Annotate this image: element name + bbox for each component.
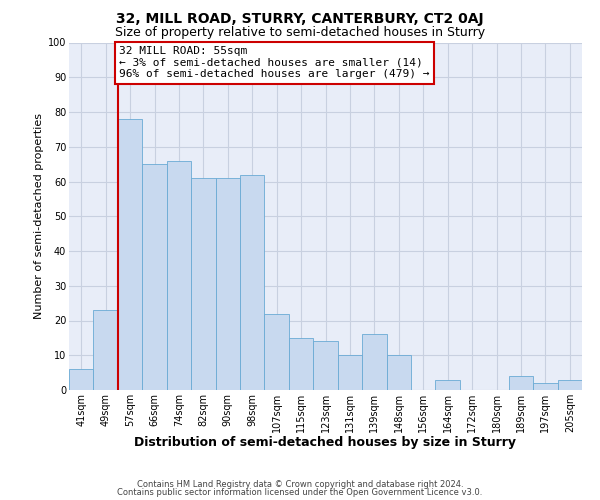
Bar [69, 369, 94, 390]
Bar [436, 380, 460, 390]
Text: Size of property relative to semi-detached houses in Sturry: Size of property relative to semi-detach… [115, 26, 485, 39]
Bar [557, 380, 582, 390]
Bar [118, 119, 142, 390]
Bar [289, 338, 313, 390]
X-axis label: Distribution of semi-detached houses by size in Sturry: Distribution of semi-detached houses by … [134, 436, 517, 450]
Text: 32, MILL ROAD, STURRY, CANTERBURY, CT2 0AJ: 32, MILL ROAD, STURRY, CANTERBURY, CT2 0… [116, 12, 484, 26]
Text: 32 MILL ROAD: 55sqm
← 3% of semi-detached houses are smaller (14)
96% of semi-de: 32 MILL ROAD: 55sqm ← 3% of semi-detache… [119, 46, 430, 79]
Bar [386, 355, 411, 390]
Bar [533, 383, 557, 390]
Bar [215, 178, 240, 390]
Bar [240, 174, 265, 390]
Bar [362, 334, 386, 390]
Bar [142, 164, 167, 390]
Bar [313, 342, 338, 390]
Text: Contains HM Land Registry data © Crown copyright and database right 2024.: Contains HM Land Registry data © Crown c… [137, 480, 463, 489]
Bar [265, 314, 289, 390]
Text: Contains public sector information licensed under the Open Government Licence v3: Contains public sector information licen… [118, 488, 482, 497]
Bar [338, 355, 362, 390]
Bar [509, 376, 533, 390]
Bar [167, 160, 191, 390]
Y-axis label: Number of semi-detached properties: Number of semi-detached properties [34, 114, 44, 320]
Bar [94, 310, 118, 390]
Bar [191, 178, 215, 390]
